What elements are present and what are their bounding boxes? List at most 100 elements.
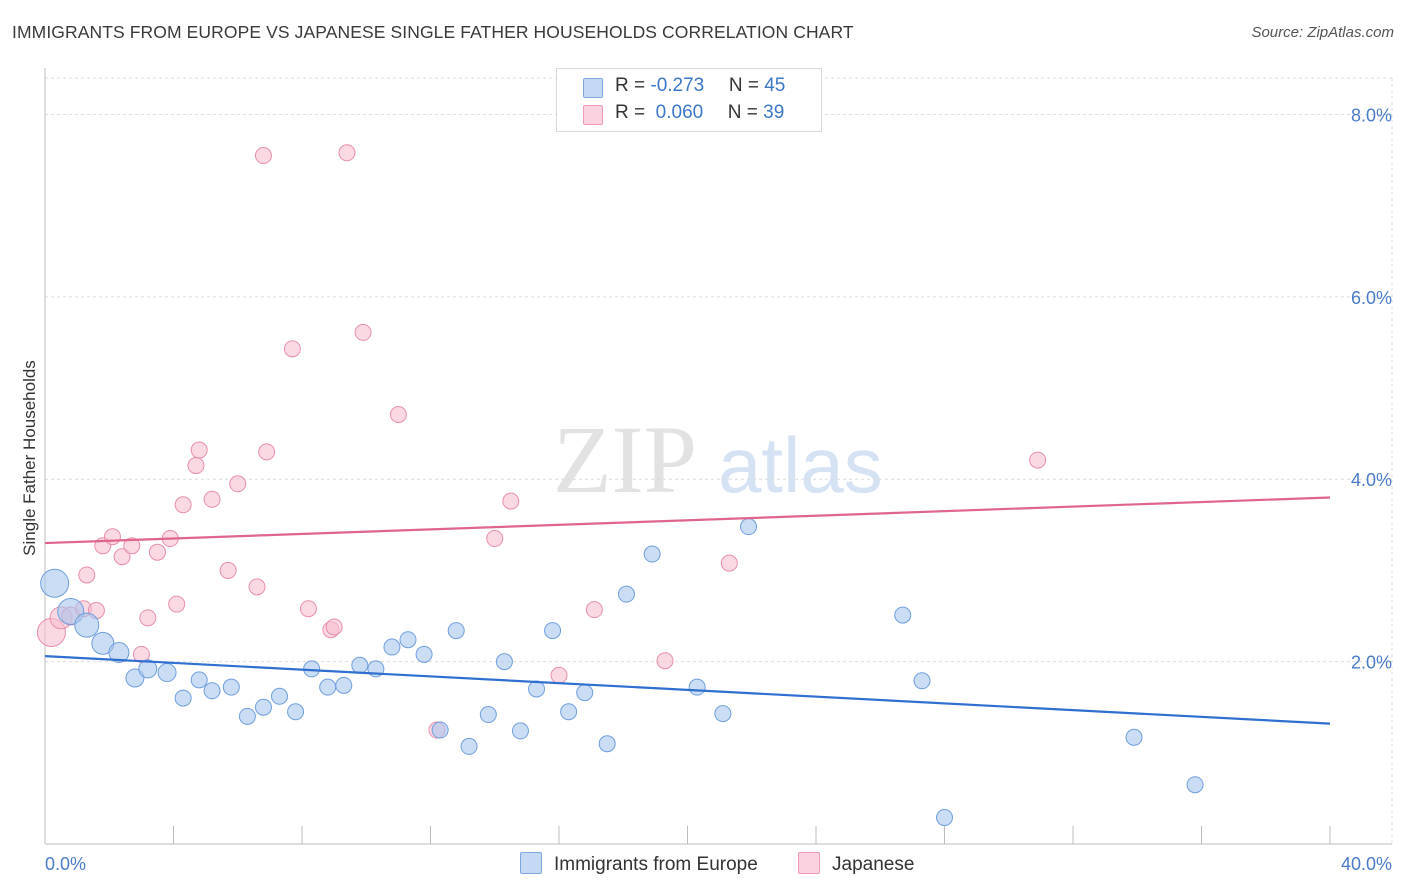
watermark-atlas: atlas <box>718 421 883 509</box>
europe-point <box>714 705 732 723</box>
europe-point <box>495 653 513 671</box>
bottom-legend-europe: Immigrants from Europe <box>520 852 758 876</box>
europe-point <box>528 680 546 698</box>
japanese-point <box>78 566 96 584</box>
europe-point <box>936 809 953 827</box>
japanese-point <box>325 618 343 636</box>
europe-point <box>1186 776 1204 794</box>
japanese-point <box>254 147 272 165</box>
japanese-point <box>1029 451 1047 469</box>
europe-trend-line <box>44 655 1331 725</box>
japanese-point <box>219 561 237 579</box>
europe-point <box>447 622 465 640</box>
japanese-point <box>148 543 166 561</box>
europe-point <box>894 606 912 624</box>
japanese-point <box>139 609 157 627</box>
japanese-point <box>168 595 186 613</box>
europe-point <box>222 678 240 696</box>
japanese-point <box>203 490 221 508</box>
legend-swatch-europe <box>583 78 603 98</box>
watermark-zip: ZIP <box>553 406 697 513</box>
japanese-point <box>550 666 568 684</box>
europe-point <box>125 668 145 688</box>
trend-lines <box>44 496 1331 725</box>
japanese-point <box>229 475 247 493</box>
europe-point <box>157 663 177 683</box>
y-tick-label: 6.0% <box>1351 288 1392 308</box>
europe-point <box>74 612 100 638</box>
europe-point <box>138 659 158 679</box>
japanese-point <box>389 405 407 423</box>
europe-point <box>460 737 478 755</box>
japanese-point <box>248 578 266 596</box>
y-tick-label: 8.0% <box>1351 105 1392 125</box>
europe-point <box>1125 728 1143 746</box>
japanese-point <box>258 443 276 461</box>
europe-point <box>203 682 221 700</box>
correlation-legend: R = -0.273 N = 45 R = 0.060 N = 39 <box>556 68 822 132</box>
bottom-legend-swatch-japanese <box>798 852 820 874</box>
legend-n-label: N = <box>728 75 765 96</box>
europe-point <box>479 706 497 724</box>
japanese-trend-line <box>44 496 1331 545</box>
japanese-point <box>113 548 131 566</box>
japanese-point <box>585 601 603 619</box>
bottom-legend-swatch-europe <box>520 852 542 874</box>
legend-n-value-europe: 45 <box>764 75 786 96</box>
europe-point <box>319 678 337 696</box>
europe-point <box>190 671 208 689</box>
europe-point <box>254 698 272 716</box>
europe-points <box>40 518 1204 827</box>
europe-point <box>399 631 417 649</box>
europe-point <box>617 585 635 603</box>
tick-labels: 2.0% 4.0% 6.0% 8.0% 0.0% 40.0% <box>45 105 1392 874</box>
europe-point <box>431 721 449 739</box>
europe-point <box>740 518 758 536</box>
europe-point <box>511 722 529 740</box>
japanese-point <box>174 496 192 514</box>
legend-n-value-japanese: 39 <box>763 102 785 123</box>
japanese-point <box>486 530 504 548</box>
legend-swatch-japanese <box>583 105 603 125</box>
europe-point <box>913 672 931 690</box>
europe-point <box>351 656 369 674</box>
japanese-point <box>299 600 317 618</box>
japanese-point <box>354 323 372 341</box>
europe-point <box>174 689 192 707</box>
axes <box>44 68 1392 845</box>
legend-r-value-japanese: 0.060 <box>650 102 704 123</box>
europe-point <box>271 687 289 705</box>
europe-point <box>287 703 305 721</box>
japanese-point <box>338 144 356 162</box>
japanese-point <box>190 441 208 459</box>
bottom-legend-label-japanese: Japanese <box>832 854 915 875</box>
y-tick-label: 4.0% <box>1351 470 1392 490</box>
legend-n-label: N = <box>727 102 764 123</box>
europe-point <box>335 676 353 694</box>
europe-point <box>40 568 70 598</box>
japanese-point <box>123 537 141 555</box>
europe-point <box>415 645 433 663</box>
bottom-legend-label-europe: Immigrants from Europe <box>554 854 758 875</box>
europe-point <box>108 642 130 663</box>
japanese-point <box>502 492 520 510</box>
japanese-point <box>656 652 674 670</box>
europe-point <box>544 622 562 640</box>
japanese-point <box>103 528 121 546</box>
grid-lines <box>45 77 1393 844</box>
legend-r-label: R = <box>615 102 651 123</box>
legend-r-value-europe: -0.273 <box>650 75 705 96</box>
bottom-legend-japanese: Japanese <box>798 852 914 876</box>
chart-title: IMMIGRANTS FROM EUROPE VS JAPANESE SINGL… <box>12 22 854 42</box>
europe-point <box>238 707 256 725</box>
japanese-point <box>720 554 738 572</box>
japanese-point <box>283 340 301 358</box>
x-tick-label: 40.0% <box>1341 854 1392 874</box>
y-tick-label: 2.0% <box>1351 653 1392 673</box>
europe-point <box>688 678 706 696</box>
japanese-points <box>36 144 1047 739</box>
watermark: ZIP atlas <box>553 406 883 513</box>
europe-point <box>576 684 594 702</box>
europe-point <box>598 735 616 753</box>
